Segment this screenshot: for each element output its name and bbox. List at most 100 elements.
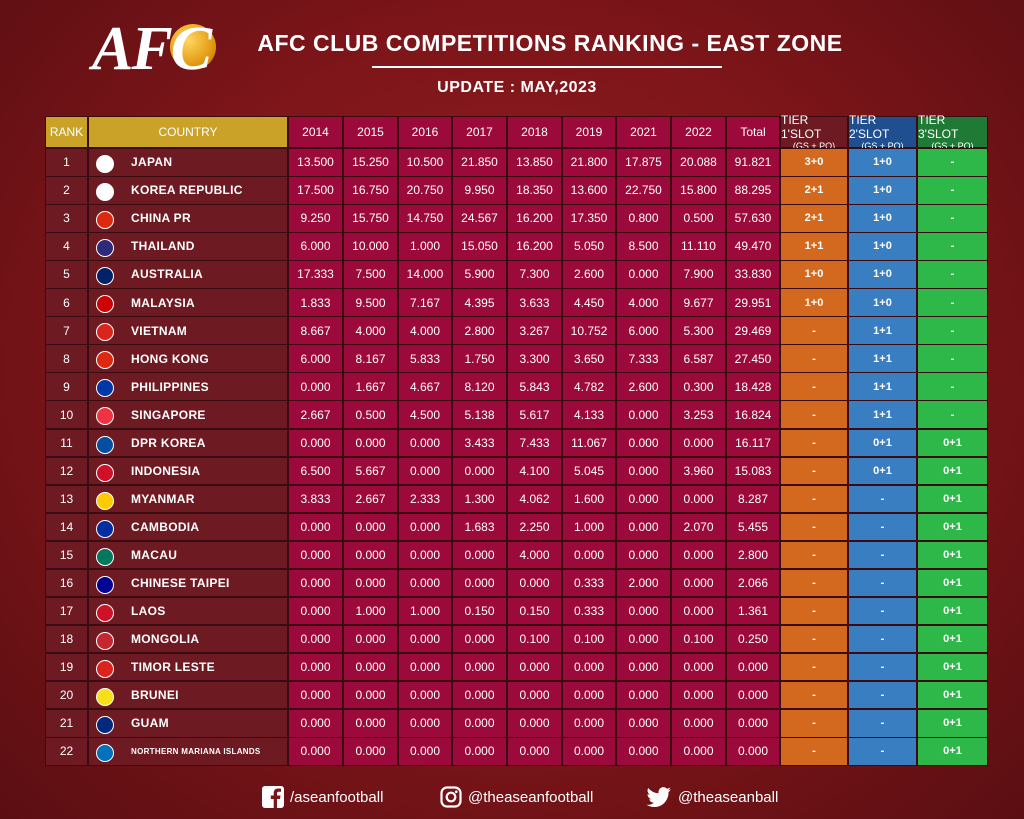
cell-text: 0+1 [943,436,962,449]
cell-text: 1.300 [464,491,495,506]
table-cell: 0+1 [917,428,988,458]
cell-text: - [812,577,816,590]
table-cell: - [848,652,917,682]
table-cell: 0.100 [507,624,562,654]
cell-text: 0.000 [628,716,659,731]
table-cell: 0.000 [671,428,726,458]
cell-text: 1+0 [873,184,892,197]
table-cell: 0.000 [562,652,616,682]
table-cell: 2.600 [562,260,616,289]
cell-text: 7.900 [683,267,714,282]
table-cell: 0.000 [616,428,671,458]
cell-text: 0.000 [683,716,714,731]
table-cell: 1.300 [452,484,507,514]
twitter-icon [646,787,671,808]
cell-text: 1.667 [355,379,386,394]
cell-text: 0.333 [573,576,605,591]
cell-text: - [812,408,816,421]
table-cell: 10.500 [398,148,452,177]
table-cell: - [917,372,988,401]
table-cell: 91.821 [726,148,780,177]
table-cell: 0.000 [726,737,780,766]
table-cell: 0.000 [616,680,671,710]
cell-text: - [812,633,816,646]
cell-text: - [812,380,816,393]
cell-text: 1+1 [804,240,824,253]
table-cell: 16 [45,568,88,598]
table-cell: 0.000 [398,709,452,738]
table-cell: 18.428 [726,372,780,401]
table-cell: 0+1 [848,428,917,458]
flag-icon [96,435,114,454]
cell-text: 0+1 [873,464,892,477]
cell-text: 0+1 [943,717,962,730]
country-cell: TIMOR LESTE [88,652,288,682]
table-cell: 19 [45,652,88,682]
cell-text: 0.000 [519,716,550,731]
table-cell: 0.300 [671,372,726,401]
table-cell: 0.000 [616,652,671,682]
table-cell: 5.300 [671,316,726,345]
table-cell: 15.800 [671,176,726,205]
cell-text: 1+1 [873,408,892,421]
flag-icon [96,267,114,286]
table-cell: 2+1 [780,176,848,205]
table-cell: 4.667 [398,372,452,401]
cell-text: 2.600 [573,267,605,282]
table-cell: 0+1 [917,737,988,766]
cell-text: 1.600 [573,491,605,506]
cell-text: 2.070 [683,519,714,534]
cell-text: 6.587 [683,351,714,366]
cell-text: 0+1 [943,605,962,618]
table-cell: 0.000 [398,568,452,598]
cell-text: 0+1 [943,520,962,533]
cell-text: 1+0 [804,268,824,281]
table-cell: 0.000 [288,709,343,738]
table-cell: 1+0 [848,288,917,317]
cell-text: 4.782 [573,379,605,394]
table-cell: 0.000 [507,737,562,766]
column-title: 2022 [685,125,712,139]
table-cell: 33.830 [726,260,780,289]
table-cell: - [917,288,988,317]
cell-text: 33.830 [734,267,772,282]
cell-text: 1+0 [873,268,892,281]
country-name: MONGOLIA [131,632,200,647]
cell-text: 0.000 [464,660,495,675]
table-cell: 6.500 [288,456,343,486]
table-cell: 49.470 [726,232,780,261]
table-cell: 0+1 [917,709,988,738]
cell-text: - [950,268,955,281]
cell-text: 13.850 [516,155,553,170]
table-cell: 9.950 [452,176,507,205]
cell-text: 2.600 [628,379,659,394]
country-name: NORTHERN MARIANA ISLANDS [131,746,261,756]
table-cell: 8.167 [343,344,398,373]
table-cell: 9.677 [671,288,726,317]
cell-text: 17.500 [297,183,334,198]
table-cell: 1+1 [848,344,917,373]
cell-text: 2.333 [409,491,441,506]
cell-text: 0.000 [355,547,386,562]
table-cell: 15.750 [343,204,398,233]
cell-text: 0.000 [300,660,331,675]
table-cell: 1.600 [562,484,616,514]
country-cell: CHINA PR [88,204,288,233]
table-cell: - [917,344,988,373]
cell-text: 0.000 [628,463,659,478]
table-cell: 2 [45,176,88,205]
cell-text: 5.667 [355,463,386,478]
table-cell: 0.000 [398,456,452,486]
table-cell: 9.500 [343,288,398,317]
table-cell: 14.000 [398,260,452,289]
table-cell: 0+1 [917,568,988,598]
cell-text: 5.617 [519,407,550,422]
table-cell: 4.000 [507,540,562,570]
table-cell: 4.395 [452,288,507,317]
cell-text: 4.000 [519,547,550,562]
cell-text: 6.000 [628,323,659,338]
table-cell: 0.000 [726,680,780,710]
table-cell: 15.083 [726,456,780,486]
cell-text: 0.000 [355,435,386,450]
